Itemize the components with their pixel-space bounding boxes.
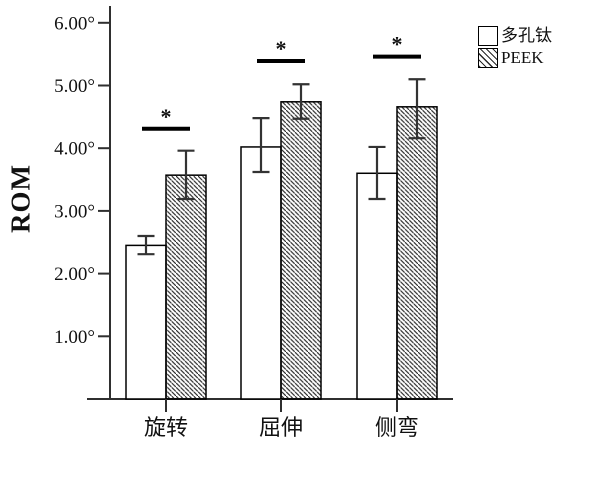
significance-star: * [161,104,172,129]
legend-item-peek: PEEK [478,47,552,68]
y-tick-label: 3.00° [54,201,95,222]
x-category-label: 侧弯 [375,415,419,440]
bar-peek [280,101,322,400]
x-category-label: 旋转 [144,415,188,440]
y-axis-title: ROM [5,164,36,233]
bar-porous-titanium [356,172,398,400]
legend-swatch-hatched-icon [478,47,498,68]
legend: 多孔钛 PEEK [478,25,552,68]
y-tick-label: 4.00° [54,139,95,160]
significance-star: * [392,32,403,57]
legend-swatch-plain-icon [478,25,498,46]
bar-porous-titanium [240,146,282,400]
y-tick-label: 5.00° [54,76,95,97]
significance-star: * [276,36,287,61]
x-category-label: 屈伸 [259,415,303,440]
legend-label: 多孔钛 [501,26,552,45]
legend-label: PEEK [501,48,544,67]
y-tick-label: 2.00° [54,264,95,285]
y-tick-label: 1.00° [54,327,95,348]
y-tick-label: 6.00° [54,13,95,34]
bar-peek [165,174,207,400]
bar-peek [396,106,438,400]
bar-porous-titanium [125,244,167,400]
legend-item-porous-titanium: 多孔钛 [478,25,552,46]
